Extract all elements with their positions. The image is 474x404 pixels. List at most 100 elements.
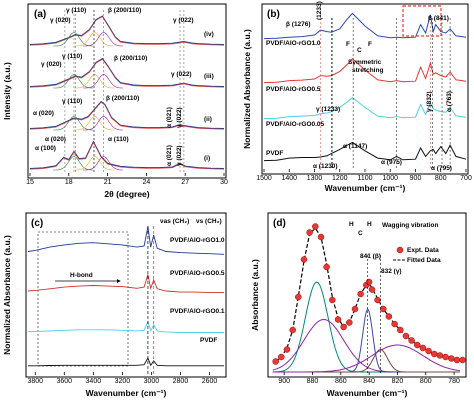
ann-a-i-a021: α (021) xyxy=(166,145,173,166)
trace-label-b-4: PVDF xyxy=(266,150,283,157)
ann-b-a1230: α (1230) xyxy=(313,163,338,170)
hbond-box xyxy=(37,231,129,367)
expt-point xyxy=(306,229,313,236)
xrd-component xyxy=(74,156,115,171)
expt-point xyxy=(346,319,353,326)
xtick-label: 860 xyxy=(335,378,347,385)
chir-trace-4 xyxy=(28,357,224,367)
ftir-trace-3 xyxy=(263,96,467,120)
trace-label-iv: (iv) xyxy=(204,31,214,38)
expt-point xyxy=(442,353,449,361)
expt-point xyxy=(351,305,359,313)
xrd-component xyxy=(74,32,115,47)
xrd-component xyxy=(83,116,124,131)
xtick-label: 24 xyxy=(143,179,151,186)
ann-b-cf-f2: F xyxy=(368,41,372,48)
panel-c-xticks: 3800 3600 3400 3200 3000 2800 2600 xyxy=(27,372,217,385)
xtick-label: 800 xyxy=(420,378,432,385)
ann-b-a763: α (763) xyxy=(446,91,453,112)
expt-point xyxy=(283,346,291,353)
panel-d-xlabel: Wavenumber (cm⁻¹) xyxy=(327,388,408,398)
panel-d-xticks: 900 880 860 840 820 800 780 xyxy=(278,372,460,385)
panel-b-traces xyxy=(263,12,467,170)
ann-d-g832: 832 (γ) xyxy=(381,268,402,275)
xtick-label: 1300 xyxy=(307,175,323,182)
xtick-label: 820 xyxy=(392,378,404,385)
ann-a-ii-a021: α (021) xyxy=(166,107,173,128)
panel-c-xlabel: Wavenumber (cm⁻¹) xyxy=(86,388,167,398)
panel-a-traces xyxy=(29,10,225,174)
expt-point xyxy=(425,347,432,355)
xrd-fit-1 xyxy=(29,141,225,170)
xtick-label: 30 xyxy=(220,179,228,186)
ann-a-ii-g110: γ (110) xyxy=(62,98,82,105)
ann-b-g1233b: γ (1233) xyxy=(316,106,340,113)
ann-a-i-g022: γ (022) xyxy=(176,145,183,166)
xtick-label: 1200 xyxy=(332,175,348,182)
legend-marker-expt xyxy=(396,246,404,254)
trace-label-c-3: PVDF/AlO-rGO0.1 xyxy=(170,308,225,315)
expt-point xyxy=(436,352,444,359)
expt-point xyxy=(368,286,376,293)
xrd-component xyxy=(53,32,94,47)
ann-a-ii-a020: α (020) xyxy=(33,110,54,117)
expt-point xyxy=(374,296,381,304)
ann-c-vas: νas (CH₂) xyxy=(160,218,189,225)
xrd-component xyxy=(74,116,115,131)
ann-d-wag: Wagging vibration xyxy=(382,222,438,229)
ann-a-iv-g110: γ (110) xyxy=(66,7,86,14)
legend-fit: Fitted Data xyxy=(407,257,441,264)
xtick-label: 900 xyxy=(278,378,290,385)
xtick-label: 3400 xyxy=(86,378,102,385)
expt-point xyxy=(419,344,427,352)
xtick-label: 3600 xyxy=(57,378,73,385)
xrd-component xyxy=(53,74,94,89)
expt-point xyxy=(380,305,387,313)
ann-b-g832: γ (832) xyxy=(426,91,433,112)
ann-b-a975: α (975) xyxy=(381,159,402,166)
expt-point xyxy=(448,355,455,362)
xtick-label: 3200 xyxy=(115,378,131,385)
xtick-label: 21 xyxy=(104,179,112,186)
expt-point xyxy=(334,316,342,323)
xtick-label: 1000 xyxy=(382,175,398,182)
trace-label-b-2: PVDF/AlO-rGO0.5 xyxy=(266,86,321,93)
expt-point xyxy=(300,256,308,263)
expt-point xyxy=(272,358,279,365)
xrd-component xyxy=(83,156,124,171)
panel-b-label: (b) xyxy=(267,9,280,20)
xtick-label: 900 xyxy=(410,175,422,182)
ann-b-sym2: stretching xyxy=(352,67,383,74)
ann-a-i-a020: α (020) xyxy=(45,136,66,143)
ann-b-a1147: α (1147) xyxy=(343,143,367,150)
panel-d: 900 880 860 840 820 800 780 (d) Wavenumber (cm… xyxy=(250,212,467,398)
ann-d-b841: 841 (β) xyxy=(360,253,381,260)
xtick-label: 1100 xyxy=(357,175,372,182)
panel-d-label: (d) xyxy=(273,218,286,229)
xrd-component xyxy=(83,32,124,47)
panel-c-label: (c) xyxy=(31,218,43,229)
ann-a-iv-b200: β (200/110) xyxy=(108,7,141,14)
chir-trace-2 xyxy=(27,274,224,294)
xtick-label: 780 xyxy=(448,378,460,385)
expt-point xyxy=(295,293,302,301)
panel-a-label: (a) xyxy=(34,9,46,20)
trace-label-b-3: PVDF/AlO-rGO0.05 xyxy=(266,121,325,128)
xrd-component xyxy=(53,156,94,171)
xrd-fit-2 xyxy=(29,101,225,130)
panel-b-ylabel: Normalized Absorbance (a.u.) xyxy=(242,29,252,149)
panel-a: 15 18 21 24 27 30 (a) 2θ (degree) Intensity (… xyxy=(2,3,228,199)
trace-label-c-2: PVDF/AlO-rGO0.5 xyxy=(170,270,225,277)
panel-a-xticks: 15 18 21 24 27 30 xyxy=(26,173,228,186)
panel-c-ylabel: Normalized Absorbance (a.u.) xyxy=(2,235,12,355)
xrd-fit-3 xyxy=(29,58,225,88)
ann-b-cf-c: C xyxy=(357,47,362,54)
ann-a-ii-b200: β (200/110) xyxy=(106,95,139,102)
expt-point xyxy=(357,290,364,298)
expt-point xyxy=(402,332,410,340)
expt-point xyxy=(312,223,319,230)
panel-d-frame xyxy=(267,212,467,378)
xtick-label: 1500 xyxy=(256,175,272,182)
xtick-label: 2800 xyxy=(173,378,189,385)
expt-point xyxy=(459,356,466,364)
